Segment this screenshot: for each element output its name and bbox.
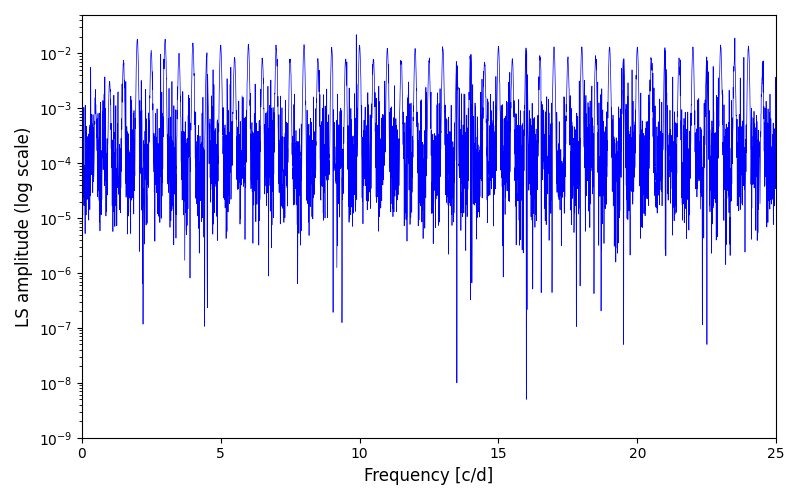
Y-axis label: LS amplitude (log scale): LS amplitude (log scale) xyxy=(15,126,33,326)
X-axis label: Frequency [c/d]: Frequency [c/d] xyxy=(364,467,494,485)
